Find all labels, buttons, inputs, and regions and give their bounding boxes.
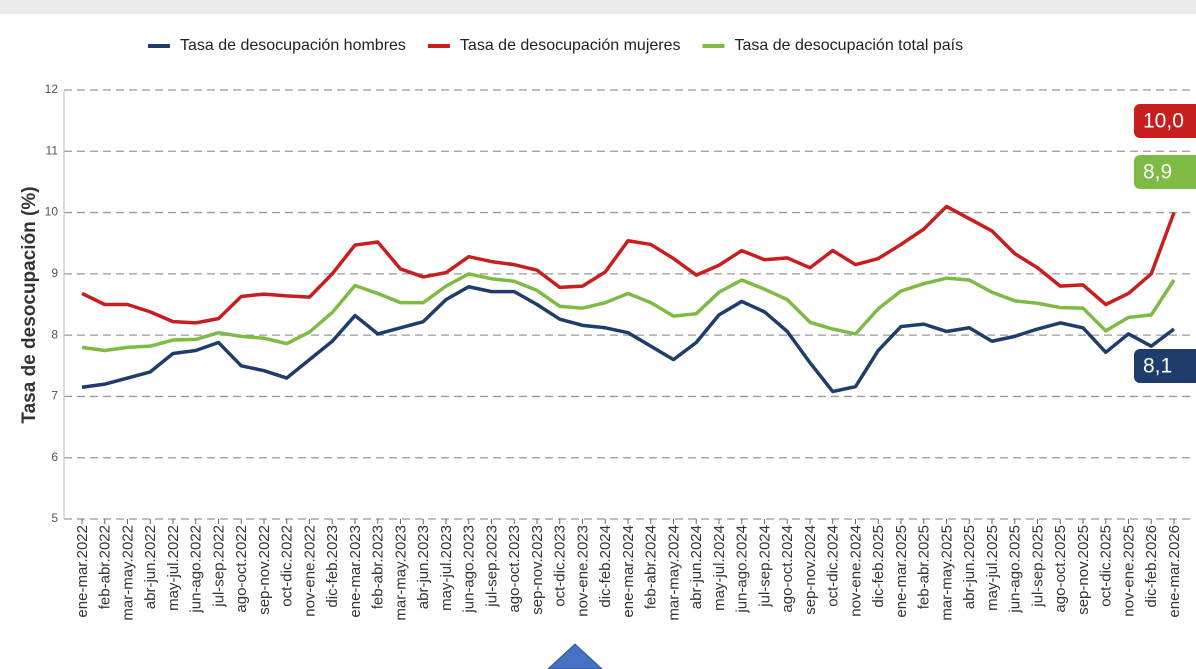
y-tick-label: 8 bbox=[51, 327, 58, 341]
end-label: 8,9 bbox=[1143, 161, 1172, 184]
end-label: 10,0 bbox=[1143, 110, 1184, 133]
x-tick-label: sep-nov.2024 bbox=[802, 525, 819, 615]
x-tick-label: mar-may.2024 bbox=[665, 525, 682, 621]
x-tick-label: abr-jun.2025 bbox=[961, 525, 978, 609]
x-tick-label: jul-sep.2022 bbox=[210, 525, 227, 608]
x-tick-label: nov-ene.2024 bbox=[847, 525, 864, 617]
end-label-box bbox=[1134, 349, 1196, 383]
x-tick-label: sep-nov.2022 bbox=[256, 525, 273, 615]
x-tick-label: nov-ene.2023 bbox=[574, 525, 591, 617]
x-tick-label: dic-feb.2025 bbox=[870, 525, 887, 608]
x-tick-label: may-jul.2022 bbox=[165, 525, 182, 611]
x-tick-label: mar-may.2023 bbox=[392, 525, 409, 621]
x-tick-label: ene-mar.2022 bbox=[74, 525, 91, 618]
x-tick-label: ene-mar.2026 bbox=[1166, 525, 1183, 618]
x-tick-label: ene-mar.2023 bbox=[347, 525, 364, 618]
series-line bbox=[81, 284, 1176, 394]
x-tick-label: nov-ene.2025 bbox=[1120, 525, 1137, 617]
legend: Tasa de desocupación hombres Tasa de deso… bbox=[148, 37, 963, 54]
x-tick-label: sep-nov.2023 bbox=[529, 525, 546, 615]
legend-label: Tasa de desocupación total país bbox=[735, 37, 964, 54]
top-strip bbox=[0, 0, 1196, 14]
end-label: 8,1 bbox=[1143, 355, 1172, 378]
x-tick-label: mar-may.2025 bbox=[938, 525, 955, 621]
y-tick-label: 12 bbox=[45, 82, 59, 96]
y-tick-label: 5 bbox=[51, 511, 58, 525]
x-tick-label: abr-jun.2024 bbox=[688, 525, 705, 609]
x-tick-label: may-jul.2023 bbox=[438, 525, 455, 611]
x-tick-label: may-jul.2025 bbox=[984, 525, 1001, 611]
x-tick-label: ago-oct.2023 bbox=[506, 525, 523, 613]
y-axis-title: Tasa de desocupación (%) bbox=[19, 186, 40, 423]
x-tick-label: jun-ago.2025 bbox=[1007, 525, 1024, 614]
x-tick-label: feb-abr.2023 bbox=[370, 525, 387, 609]
x-tick-label: jul-sep.2024 bbox=[756, 525, 773, 608]
x-tick-label: ene-mar.2025 bbox=[893, 525, 910, 618]
legend-label: Tasa de desocupación hombres bbox=[180, 37, 406, 54]
x-tick-label: jul-sep.2023 bbox=[483, 525, 500, 608]
x-tick-label: ago-oct.2024 bbox=[779, 525, 796, 613]
series-line bbox=[81, 204, 1176, 325]
x-tick-label: oct-dic.2024 bbox=[825, 525, 842, 607]
x-tick-label: sep-nov.2025 bbox=[1075, 525, 1092, 615]
x-tick-label: oct-dic.2023 bbox=[552, 525, 569, 607]
y-tick-label: 9 bbox=[51, 266, 58, 280]
y-tick-label: 10 bbox=[45, 205, 59, 219]
x-tick-label: may-jul.2024 bbox=[711, 525, 728, 611]
x-tick-label: mar-may.2022 bbox=[119, 525, 136, 621]
x-tick-label: feb-abr.2025 bbox=[916, 525, 933, 609]
legend-label: Tasa de desocupación mujeres bbox=[460, 37, 681, 54]
x-tick-label: ago-oct.2022 bbox=[233, 525, 250, 613]
y-tick-label: 7 bbox=[51, 389, 58, 403]
x-tick-label: nov-ene.2022 bbox=[301, 525, 318, 617]
x-tick-label: jul-sep.2025 bbox=[1029, 525, 1046, 608]
x-tick-label: feb-abr.2022 bbox=[97, 525, 114, 609]
x-tick-label: jun-ago.2022 bbox=[188, 525, 205, 614]
x-tick-label: oct-dic.2025 bbox=[1098, 525, 1115, 607]
y-tick-label: 6 bbox=[51, 450, 58, 464]
x-tick-label: ago-oct.2025 bbox=[1052, 525, 1069, 613]
y-tick-label: 11 bbox=[46, 143, 59, 157]
x-tick-label: abr-jun.2023 bbox=[415, 525, 432, 609]
end-label-box bbox=[1134, 155, 1196, 189]
cursor-shape bbox=[547, 643, 603, 669]
x-tick-label: dic-feb.2024 bbox=[597, 525, 614, 608]
x-tick-label: ene-mar.2024 bbox=[620, 525, 637, 618]
x-tick-label: dic-feb.2026 bbox=[1143, 525, 1160, 608]
series-line bbox=[81, 272, 1176, 353]
end-label-box bbox=[1134, 104, 1196, 138]
x-tick-label: oct-dic.2022 bbox=[279, 525, 296, 607]
x-tick-label: jun-ago.2024 bbox=[734, 525, 751, 614]
x-tick-label: dic-feb.2023 bbox=[324, 525, 341, 608]
x-tick-label: feb-abr.2024 bbox=[643, 525, 660, 609]
x-tick-label: abr-jun.2022 bbox=[142, 525, 159, 609]
x-tick-label: jun-ago.2023 bbox=[461, 525, 478, 614]
